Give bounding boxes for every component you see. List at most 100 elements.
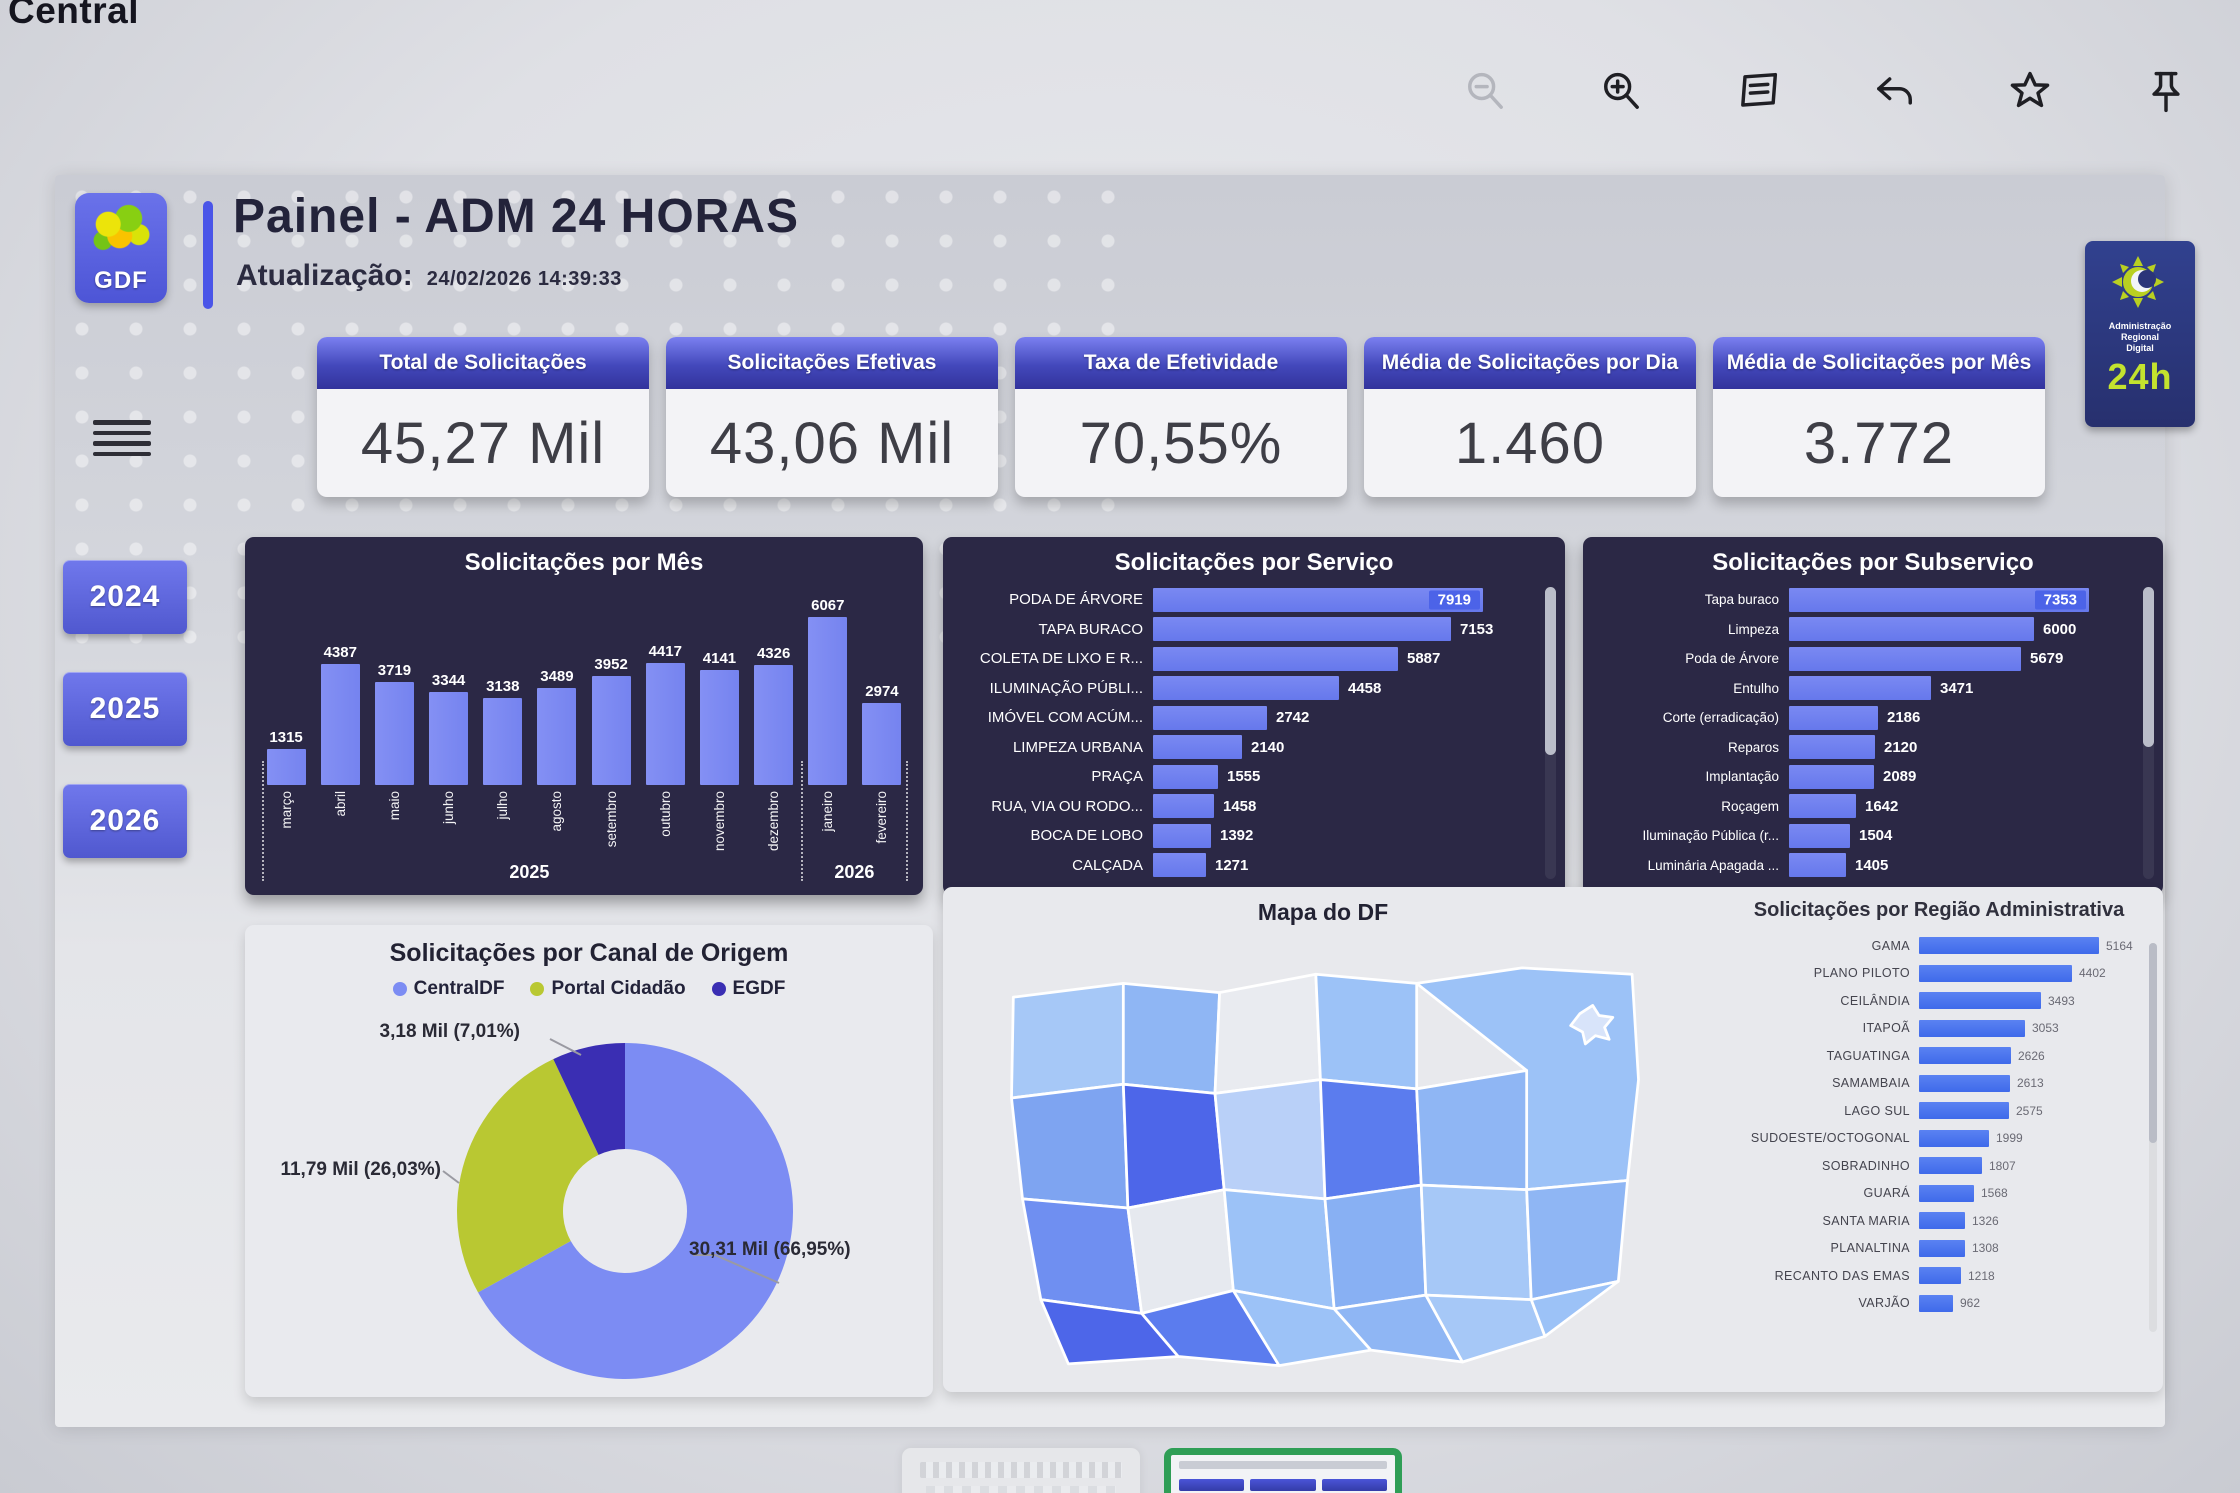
scrollbar[interactable] — [1545, 587, 1556, 879]
bar[interactable]: 7353 — [1789, 587, 2089, 612]
map-region[interactable] — [1121, 1082, 1226, 1210]
scrollbar-thumb[interactable] — [2149, 943, 2157, 1143]
map-region[interactable] — [1213, 972, 1322, 1095]
bar[interactable] — [1919, 1102, 2009, 1120]
map-region[interactable] — [1121, 982, 1221, 1095]
bar[interactable] — [1919, 1047, 2011, 1065]
year-filter-2026[interactable]: 2026 — [63, 784, 187, 858]
bar[interactable] — [1789, 823, 1850, 848]
bar[interactable] — [862, 703, 902, 785]
month-column[interactable]: 6067 janeiro — [801, 583, 855, 883]
month-column[interactable]: 3138 julho — [476, 583, 530, 883]
month-column[interactable]: 2974 fevereiro — [855, 583, 909, 883]
bar[interactable] — [754, 665, 794, 785]
month-column[interactable]: 4326 dezembro — [747, 583, 801, 883]
scrollbar-thumb[interactable] — [2143, 587, 2154, 747]
bar-row: Luminária Apagada ... 1405 — [1597, 851, 2137, 881]
bar[interactable] — [1919, 1157, 1982, 1175]
map-region[interactable] — [1323, 1183, 1428, 1311]
mapa-do-df[interactable] — [965, 933, 1685, 1373]
donut-slice-centraldf[interactable] — [478, 1043, 793, 1379]
legend-item[interactable]: CentralDF — [392, 978, 504, 1000]
bar[interactable] — [1153, 823, 1211, 848]
month-column[interactable]: 3719 maio — [367, 583, 421, 883]
bar[interactable] — [1153, 764, 1218, 789]
bar[interactable] — [1789, 676, 1931, 701]
bar[interactable] — [374, 682, 414, 785]
bar[interactable] — [1919, 1184, 1974, 1202]
bar[interactable] — [1153, 676, 1339, 701]
month-column[interactable]: 3489 agosto — [530, 583, 584, 883]
map-region[interactable] — [1319, 1078, 1423, 1201]
bar[interactable] — [483, 698, 523, 785]
legend-item[interactable]: Portal Cidadão — [530, 978, 686, 1000]
bar[interactable] — [699, 670, 739, 785]
month-column[interactable]: 3952 setembro — [584, 583, 638, 883]
scrollbar[interactable] — [2143, 587, 2154, 879]
bar-value-label: 3471 — [1940, 679, 1974, 697]
map-region[interactable] — [1021, 1197, 1144, 1315]
bar[interactable] — [537, 688, 577, 785]
page-thumbnail-2-selected[interactable] — [1164, 1448, 1402, 1493]
bar[interactable] — [1153, 617, 1451, 642]
month-column[interactable]: 1315 março — [259, 583, 313, 883]
comment-icon[interactable] — [1732, 66, 1784, 118]
bar[interactable] — [1153, 705, 1267, 730]
bar[interactable] — [1919, 1074, 2010, 1092]
year-filter-2024[interactable]: 2024 — [63, 560, 187, 634]
star-icon[interactable] — [2004, 66, 2056, 118]
bar[interactable] — [1153, 735, 1242, 760]
month-column[interactable]: 4387 abril — [313, 583, 367, 883]
bar[interactable] — [429, 692, 469, 785]
bar[interactable] — [1919, 1212, 1965, 1230]
year-filter-2025[interactable]: 2025 — [63, 672, 187, 746]
donut-slice-egdf[interactable] — [553, 1043, 625, 1155]
scrollbar[interactable] — [2149, 943, 2157, 1332]
bar[interactable] — [1919, 1019, 2025, 1037]
map-region[interactable] — [1314, 972, 1419, 1091]
bar[interactable] — [591, 676, 631, 785]
page-thumbnail-1[interactable] — [902, 1448, 1140, 1493]
donut-slice-portal-cidadão[interactable] — [457, 1059, 599, 1293]
map-region[interactable] — [1213, 1078, 1327, 1201]
bar[interactable] — [1919, 1267, 1961, 1285]
scrollbar-thumb[interactable] — [1545, 587, 1556, 755]
bar[interactable] — [266, 749, 306, 785]
bar[interactable] — [1919, 1129, 1989, 1147]
map-region[interactable] — [1529, 1279, 1620, 1338]
bar[interactable] — [1789, 705, 1878, 730]
bar[interactable] — [1789, 853, 1846, 878]
bar[interactable] — [1919, 1239, 1965, 1257]
menu-icon[interactable] — [93, 420, 151, 456]
bar[interactable] — [1153, 853, 1206, 878]
zoom-out-icon[interactable] — [1460, 66, 1512, 118]
bar[interactable] — [1153, 794, 1214, 819]
bar[interactable] — [1789, 735, 1875, 760]
map-region[interactable] — [1415, 1069, 1529, 1192]
bar[interactable] — [645, 663, 685, 785]
map-region[interactable] — [1569, 1004, 1615, 1046]
map-region[interactable] — [1010, 982, 1125, 1100]
bar[interactable] — [1789, 617, 2034, 642]
map-region[interactable] — [1010, 1082, 1130, 1210]
month-column[interactable]: 3344 junho — [422, 583, 476, 883]
bar[interactable] — [1919, 992, 2041, 1010]
bar[interactable] — [1789, 764, 1874, 789]
bar[interactable] — [1153, 646, 1398, 671]
month-column[interactable]: 4417 outubro — [638, 583, 692, 883]
bar[interactable] — [1789, 646, 2021, 671]
pin-icon[interactable] — [2140, 66, 2192, 118]
legend-item[interactable]: EGDF — [711, 978, 785, 1000]
category-label: Implantação — [1705, 769, 1779, 785]
bar[interactable] — [320, 664, 360, 785]
bar[interactable] — [1919, 937, 2099, 955]
map-region[interactable] — [1419, 1183, 1533, 1302]
bar[interactable] — [808, 617, 848, 785]
bar[interactable] — [1919, 1294, 1953, 1312]
zoom-in-icon[interactable] — [1596, 66, 1648, 118]
bar[interactable]: 7919 — [1153, 587, 1483, 612]
bar[interactable] — [1919, 964, 2072, 982]
bar[interactable] — [1789, 794, 1856, 819]
month-column[interactable]: 4141 novembro — [692, 583, 746, 883]
undo-icon[interactable] — [1868, 66, 1920, 118]
